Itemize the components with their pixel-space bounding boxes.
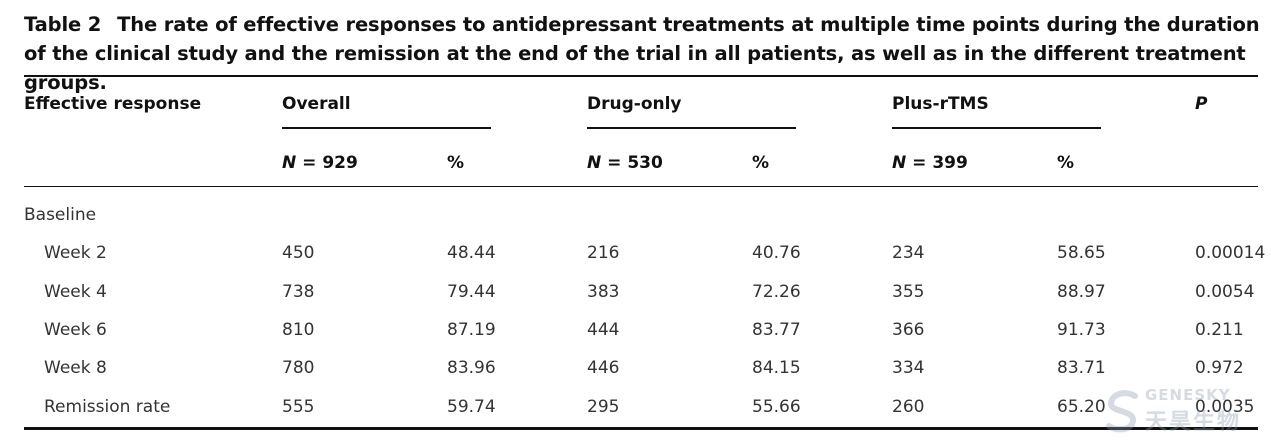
row-label: Week 4 bbox=[44, 282, 107, 302]
header-n-plus-rtms: N = 399 bbox=[892, 153, 968, 173]
drug-only-pct-cell: 72.26 bbox=[752, 282, 801, 302]
header-drug-only: Drug-only bbox=[587, 94, 682, 114]
p-value-cell: 0.211 bbox=[1195, 320, 1244, 340]
overall-pct-cell: 48.44 bbox=[447, 243, 496, 263]
drug-only-n-cell: 446 bbox=[587, 358, 620, 378]
p-value-cell: 0.0054 bbox=[1195, 282, 1255, 302]
plus-rtms-n-cell: 334 bbox=[892, 358, 925, 378]
watermark-latin-text: GENESKY bbox=[1145, 386, 1231, 404]
row-label: Week 6 bbox=[44, 320, 107, 340]
drug-only-n-cell: 216 bbox=[587, 243, 620, 263]
overall-n-cell: 810 bbox=[282, 320, 315, 340]
overall-pct-cell: 87.19 bbox=[447, 320, 496, 340]
drug-only-pct-cell: 55.66 bbox=[752, 397, 801, 417]
overall-n-cell: 738 bbox=[282, 282, 315, 302]
overall-n-cell: 450 bbox=[282, 243, 315, 263]
table-number: Table 2 bbox=[24, 13, 102, 36]
p-value-cell: 0.0035 bbox=[1195, 397, 1255, 417]
overall-pct-cell: 83.96 bbox=[447, 358, 496, 378]
row-label: Week 8 bbox=[44, 358, 107, 378]
plus-rtms-pct-cell: 91.73 bbox=[1057, 320, 1106, 340]
plus-rtms-pct-cell: 58.65 bbox=[1057, 243, 1106, 263]
drug-only-pct-cell: 84.15 bbox=[752, 358, 801, 378]
p-value-cell: 0.00014 bbox=[1195, 243, 1266, 263]
row-label: Week 2 bbox=[44, 243, 107, 263]
overall-pct-cell: 79.44 bbox=[447, 282, 496, 302]
table-caption: Table 2 The rate of effective responses t… bbox=[24, 10, 1264, 97]
overall-n-cell: 555 bbox=[282, 397, 315, 417]
p-value-cell: 0.972 bbox=[1195, 358, 1244, 378]
overall-group-line bbox=[282, 127, 491, 129]
plus-rtms-pct-cell: 88.97 bbox=[1057, 282, 1106, 302]
header-n-drug-only: N = 530 bbox=[587, 153, 663, 173]
plus-rtms-n-cell: 234 bbox=[892, 243, 925, 263]
genesky-logo-icon bbox=[1106, 390, 1138, 433]
drug-only-n-cell: 295 bbox=[587, 397, 620, 417]
header-pct-overall: % bbox=[447, 153, 465, 173]
plus-rtms-group-line bbox=[892, 127, 1101, 129]
drug-only-pct-cell: 40.76 bbox=[752, 243, 801, 263]
plus-rtms-n-cell: 366 bbox=[892, 320, 925, 340]
header-p-value: P bbox=[1195, 94, 1208, 114]
header-plus-rtms: Plus-rTMS bbox=[892, 94, 989, 114]
header-overall: Overall bbox=[282, 94, 351, 114]
row-label: Remission rate bbox=[44, 397, 171, 417]
drug-only-n-cell: 444 bbox=[587, 320, 620, 340]
plus-rtms-pct-cell: 65.20 bbox=[1057, 397, 1106, 417]
drug-only-group-line bbox=[587, 127, 796, 129]
table-title: The rate of effective responses to antid… bbox=[24, 13, 1260, 94]
header-pct-plus-rtms: % bbox=[1057, 153, 1075, 173]
header-rule bbox=[24, 186, 1258, 187]
plus-rtms-n-cell: 355 bbox=[892, 282, 925, 302]
header-effective-response: Effective response bbox=[24, 94, 202, 114]
plus-rtms-pct-cell: 83.71 bbox=[1057, 358, 1106, 378]
top-rule bbox=[24, 75, 1258, 77]
watermark-cjk-text: 天昊生物 bbox=[1145, 410, 1242, 435]
drug-only-pct-cell: 83.77 bbox=[752, 320, 801, 340]
drug-only-n-cell: 383 bbox=[587, 282, 620, 302]
genesky-watermark: GENESKY 天昊生物 bbox=[1105, 384, 1265, 436]
overall-pct-cell: 59.74 bbox=[447, 397, 496, 417]
bottom-rule bbox=[24, 427, 1258, 430]
overall-n-cell: 780 bbox=[282, 358, 315, 378]
header-n-overall: N = 929 bbox=[282, 153, 358, 173]
plus-rtms-n-cell: 260 bbox=[892, 397, 925, 417]
header-pct-drug-only: % bbox=[752, 153, 770, 173]
section-baseline: Baseline bbox=[24, 205, 97, 225]
